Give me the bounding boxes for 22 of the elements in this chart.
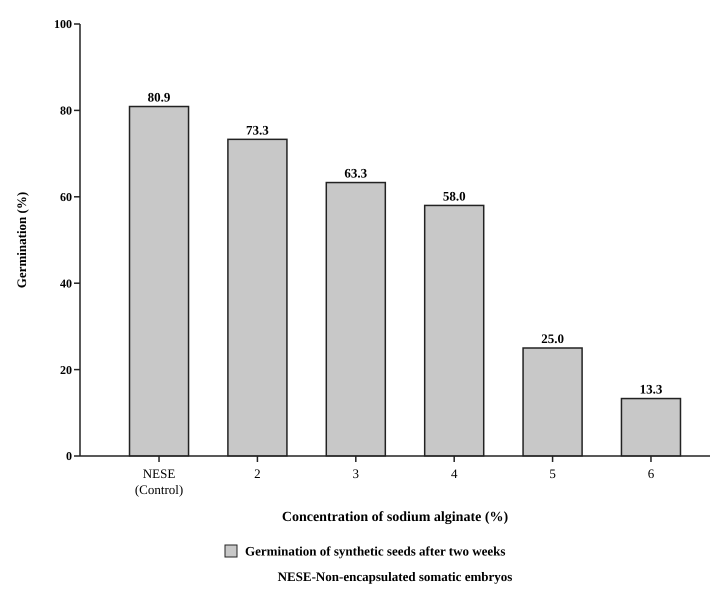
legend-label: Germination of synthetic seeds after two weeks [245, 544, 506, 559]
y-tick-label: 20 [60, 362, 72, 377]
text: 63.3 [344, 166, 368, 181]
text: 80.9 [148, 90, 170, 105]
x-tick-label: NESE (Control) [134, 466, 184, 497]
y-tick-label: 40 [60, 276, 72, 290]
text: NESE-Non-encapsulated somatic embryos [278, 569, 512, 584]
text: 25.0 [541, 331, 564, 346]
x-tick-label: 2 [254, 466, 261, 481]
x-tick-label: 3 [352, 466, 360, 481]
x-tick-label: 4 [450, 466, 458, 481]
y-tick-label: 60 [60, 190, 72, 204]
y-tick-label: 100 [54, 17, 72, 32]
text: 58.0 [442, 188, 466, 204]
y-tick-label: 0 [66, 449, 72, 464]
text: 73.3 [246, 122, 269, 138]
x-tick-label: 5 [549, 466, 556, 481]
y-tick-label: 80 [60, 104, 72, 118]
x-tick-label: 6 [648, 466, 655, 481]
y-axis-title: Germination (%) [14, 192, 29, 288]
x-axis-title: Concentration of sodium alginate (%) [282, 510, 508, 525]
text: 13.3 [640, 382, 662, 397]
